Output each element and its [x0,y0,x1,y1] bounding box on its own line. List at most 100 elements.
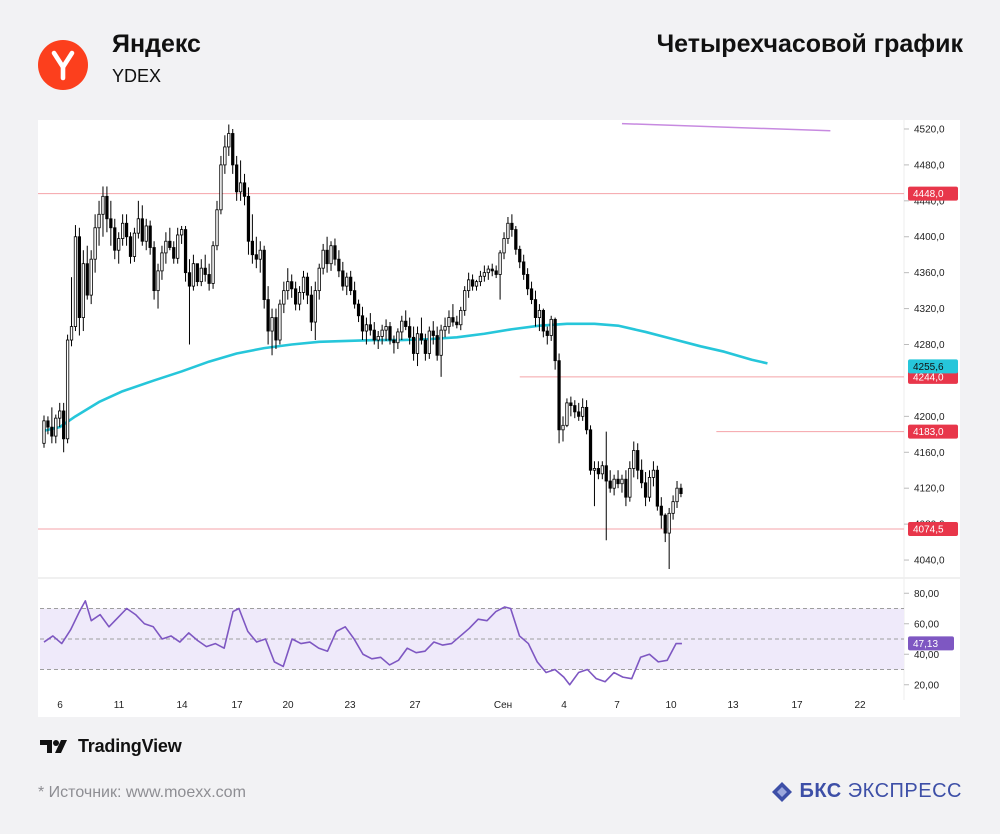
candle [215,200,219,251]
candle-body [238,182,243,193]
candle [333,238,337,266]
candle-body [427,330,431,354]
candle [411,326,416,361]
candle-body [392,339,396,344]
candle-body [655,469,659,507]
candle-body [242,182,247,197]
candle-body [148,225,152,248]
x-tick-label: 4 [561,700,567,711]
candle-body [581,406,585,417]
candle [451,304,455,327]
candle [553,317,557,370]
bcs-brand-rest: ЭКСПРЕСС [841,780,962,802]
candle [679,483,683,498]
candle [620,474,624,493]
candle [671,495,675,520]
candle [211,241,215,289]
candle [132,227,137,262]
candle-body [400,320,404,333]
candle-body [262,249,266,301]
candle [608,470,612,493]
candle-body [584,406,589,431]
candle-body [596,468,601,475]
candle-body [569,402,573,406]
tradingview-label: TradingView [78,735,182,756]
candle-body [592,468,597,471]
candle-body [384,326,388,331]
bcs-brand-bold: БКС [799,780,842,802]
candle [231,128,235,174]
x-tick-label: Сен [494,700,512,711]
candle [584,400,589,435]
price-tick-label: 4520,0 [914,124,945,135]
level-label: 4244,0 [913,372,944,383]
candle [667,507,671,570]
candle-body [659,505,663,516]
candle-body [404,320,408,327]
candle [317,263,321,300]
candle [160,245,164,280]
candle-body [140,218,144,242]
candle-body [423,339,428,354]
candle-body [85,263,89,296]
candle-body [191,263,196,287]
candle [636,443,640,480]
candle-body [93,227,97,260]
candle [128,232,133,264]
candle-body [514,229,518,250]
price-tick-label: 4320,0 [914,304,945,315]
candle [482,265,486,282]
x-tick-label: 10 [665,700,677,711]
candle [427,326,431,359]
candle [549,315,553,341]
candle [647,470,652,502]
candle-body [408,326,412,338]
tradingview-logo-icon [40,740,67,753]
candle-body [58,410,62,419]
candle [490,263,494,277]
candle-body [612,478,616,489]
candle [675,481,679,508]
candle [250,214,255,264]
candle-body [549,318,553,336]
candle-body [679,487,683,494]
candle-body [305,276,310,296]
level-label: 4448,0 [913,189,944,200]
tradingview-brand: TradingView [40,736,182,756]
candle-body [671,501,675,514]
candle-body [50,426,54,437]
candle [42,415,46,448]
candle [467,272,471,298]
candle-body [616,478,620,485]
candle-body [632,450,636,469]
candle-body [498,252,502,275]
x-tick-label: 17 [791,700,803,711]
candle [168,227,172,251]
candle-body [89,258,93,296]
level-label-bg [908,424,958,439]
candle-body [172,247,176,259]
candle [533,290,538,327]
candle [58,402,62,428]
candle [565,398,569,428]
rsi-tick-label: 60,00 [914,619,939,630]
candle-body [317,267,321,292]
candle [345,272,349,296]
candle-body [506,222,510,239]
candle [262,245,266,309]
candle-body [376,336,380,341]
candle-body [470,279,475,287]
candle [455,315,459,329]
candle-body [482,272,486,277]
price-tick-label: 4440,0 [914,196,945,207]
candle-body [156,270,160,292]
candle-body [451,317,455,323]
candle [557,353,561,444]
candle-body [533,299,538,318]
candle [195,263,199,287]
candle [439,324,443,377]
candle [396,328,400,349]
candle [227,124,231,156]
candle-body [254,254,258,260]
candle [510,214,514,237]
